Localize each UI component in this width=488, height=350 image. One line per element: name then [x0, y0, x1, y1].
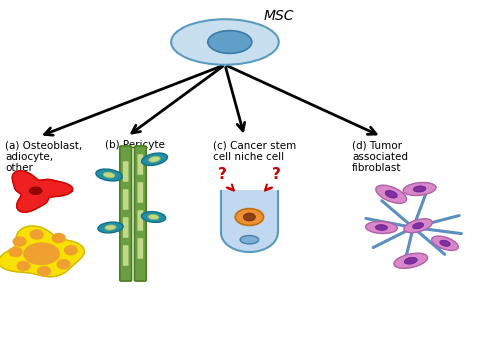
- Ellipse shape: [171, 19, 278, 65]
- FancyBboxPatch shape: [137, 238, 143, 259]
- Ellipse shape: [240, 236, 258, 244]
- Ellipse shape: [365, 222, 396, 233]
- FancyBboxPatch shape: [122, 161, 129, 182]
- Ellipse shape: [412, 186, 425, 192]
- Circle shape: [17, 261, 30, 271]
- Circle shape: [64, 246, 77, 255]
- Circle shape: [13, 237, 26, 246]
- Ellipse shape: [431, 236, 457, 250]
- Ellipse shape: [141, 212, 165, 222]
- Ellipse shape: [404, 257, 416, 264]
- Text: ?: ?: [218, 167, 226, 182]
- Text: ?: ?: [271, 167, 280, 182]
- Text: (a) Osteoblast,
adiocyte,
other: (a) Osteoblast, adiocyte, other: [5, 140, 82, 173]
- Ellipse shape: [96, 169, 122, 181]
- Ellipse shape: [23, 242, 60, 265]
- Text: (d) Tumor
associated
fibroblast: (d) Tumor associated fibroblast: [351, 140, 407, 173]
- Ellipse shape: [148, 156, 160, 162]
- FancyBboxPatch shape: [137, 182, 143, 203]
- FancyBboxPatch shape: [122, 189, 129, 210]
- Polygon shape: [221, 191, 277, 252]
- Ellipse shape: [104, 225, 116, 230]
- Circle shape: [30, 230, 43, 239]
- FancyBboxPatch shape: [122, 245, 129, 266]
- Circle shape: [52, 233, 65, 243]
- Ellipse shape: [243, 213, 255, 221]
- Ellipse shape: [29, 187, 42, 195]
- Polygon shape: [0, 226, 84, 277]
- Ellipse shape: [402, 182, 435, 196]
- Ellipse shape: [103, 172, 115, 178]
- Ellipse shape: [98, 222, 123, 233]
- Ellipse shape: [235, 209, 263, 225]
- Text: (b) Pericyte: (b) Pericyte: [105, 140, 164, 150]
- Circle shape: [38, 267, 50, 276]
- FancyBboxPatch shape: [120, 146, 131, 281]
- Ellipse shape: [148, 214, 159, 220]
- Polygon shape: [12, 171, 73, 212]
- FancyBboxPatch shape: [134, 146, 146, 281]
- FancyBboxPatch shape: [137, 210, 143, 231]
- Ellipse shape: [375, 185, 406, 203]
- Circle shape: [57, 260, 70, 269]
- Ellipse shape: [393, 253, 427, 268]
- Ellipse shape: [439, 240, 449, 246]
- Circle shape: [9, 247, 22, 257]
- Ellipse shape: [403, 219, 431, 233]
- Ellipse shape: [385, 190, 396, 198]
- Ellipse shape: [142, 153, 167, 166]
- Text: MSC: MSC: [264, 9, 294, 23]
- Ellipse shape: [412, 223, 423, 229]
- Ellipse shape: [207, 31, 251, 53]
- Text: (c) Cancer stem
cell niche cell: (c) Cancer stem cell niche cell: [212, 140, 295, 162]
- FancyBboxPatch shape: [137, 154, 143, 175]
- Ellipse shape: [375, 225, 386, 230]
- FancyBboxPatch shape: [122, 217, 129, 238]
